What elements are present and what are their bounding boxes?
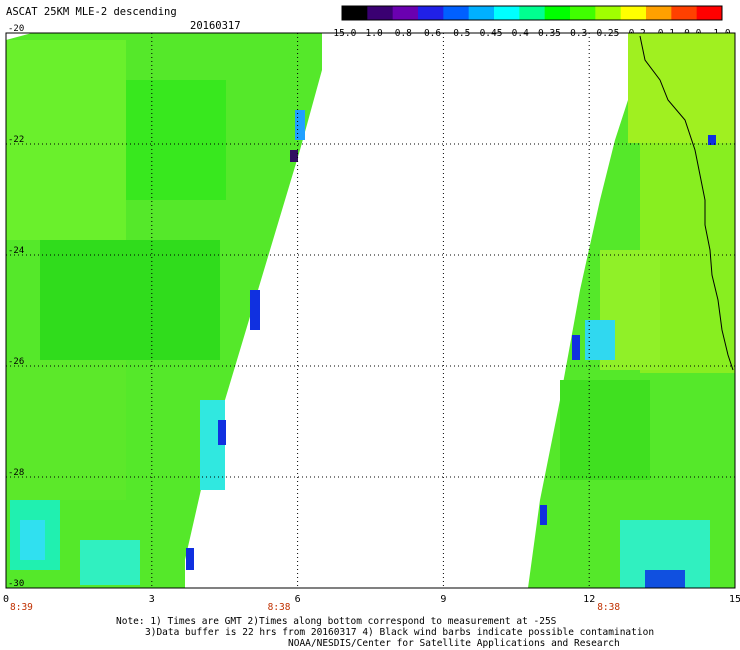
swath-right-cyan: [585, 320, 615, 360]
swath-left-blue: [295, 110, 305, 140]
colorbar-frame: [341, 5, 723, 21]
map-plot: 0 3 6 9 12 15 -20 -22 -24 -26 -28 -30 8:39 8:38 8:38: [3, 24, 740, 613]
colorbar-segment: [392, 6, 419, 20]
y-tick-label: -24: [8, 246, 24, 256]
colorbar-segment: [570, 6, 596, 20]
note-line-2: 3)Data buffer is 22 hrs from 20160317 4)…: [145, 627, 655, 638]
swath-right-blue: [572, 335, 580, 360]
swath-left-patch: [6, 360, 126, 500]
swath-left-blue: [186, 548, 194, 570]
swath-left-cyan: [20, 520, 45, 560]
x-tick-label: 15: [729, 594, 740, 605]
swath-left-patch: [6, 40, 126, 240]
swath-left-blue: [290, 150, 298, 162]
swath-right-blue: [540, 505, 547, 525]
y-tick-label: -26: [8, 357, 24, 367]
colorbar-segment: [367, 6, 394, 20]
colorbar-segment: [494, 6, 520, 20]
map-title: ASCAT 25KM MLE-2 descending: [6, 6, 177, 18]
colorbar-segment: [443, 6, 470, 20]
colorbar-segment: [646, 6, 672, 20]
swath-right-blue: [645, 570, 685, 588]
y-tick-label: -20: [8, 24, 24, 34]
axis-labels: 0 3 6 9 12 15 -20 -22 -24 -26 -28 -30 8:39 8:38 8:38: [3, 24, 740, 613]
grid-lines: [6, 33, 735, 588]
colorbar-segment: [671, 6, 698, 20]
swath-right-land: [628, 33, 735, 143]
colorbar-segment: [595, 6, 622, 20]
time-label: 8:38: [268, 602, 291, 613]
note-line-1: Note: 1) Times are GMT 2)Times along bot…: [116, 616, 557, 627]
colorbar-segment: [696, 6, 723, 20]
y-tick-label: -30: [8, 579, 24, 589]
x-tick-label: 3: [149, 594, 155, 605]
x-tick-label: 12: [583, 594, 595, 605]
y-tick-label: -28: [8, 468, 24, 478]
x-tick-label: 9: [440, 594, 446, 605]
coastline: [639, 35, 734, 371]
colorbar-segment: [544, 6, 571, 20]
map-date: 20160317: [190, 20, 241, 32]
swath-left-patch: [126, 80, 226, 200]
swath-left-cyan: [80, 540, 140, 585]
swath-left-patch: [40, 240, 220, 360]
swath-right-patch: [560, 380, 650, 480]
colorbar-segment: [418, 6, 444, 20]
time-label: 8:39: [10, 602, 33, 613]
plot-frame: [5, 32, 736, 589]
swath-left-blue: [250, 290, 260, 330]
y-tick-label: -22: [8, 135, 24, 145]
x-tick-label: 6: [295, 594, 301, 605]
time-label: 8:38: [597, 602, 620, 613]
colorbar-segment: [468, 6, 495, 20]
note-line-3: NOAA/NESDIS/Center for Satellite Applica…: [288, 638, 620, 649]
colorbar-segment: [620, 6, 647, 20]
swath-left-blue: [218, 420, 226, 445]
swath-right-blue: [708, 135, 716, 145]
colorbar-segment: [519, 6, 546, 20]
colorbar-segment: [342, 6, 368, 20]
x-tick-label: 0: [3, 594, 9, 605]
